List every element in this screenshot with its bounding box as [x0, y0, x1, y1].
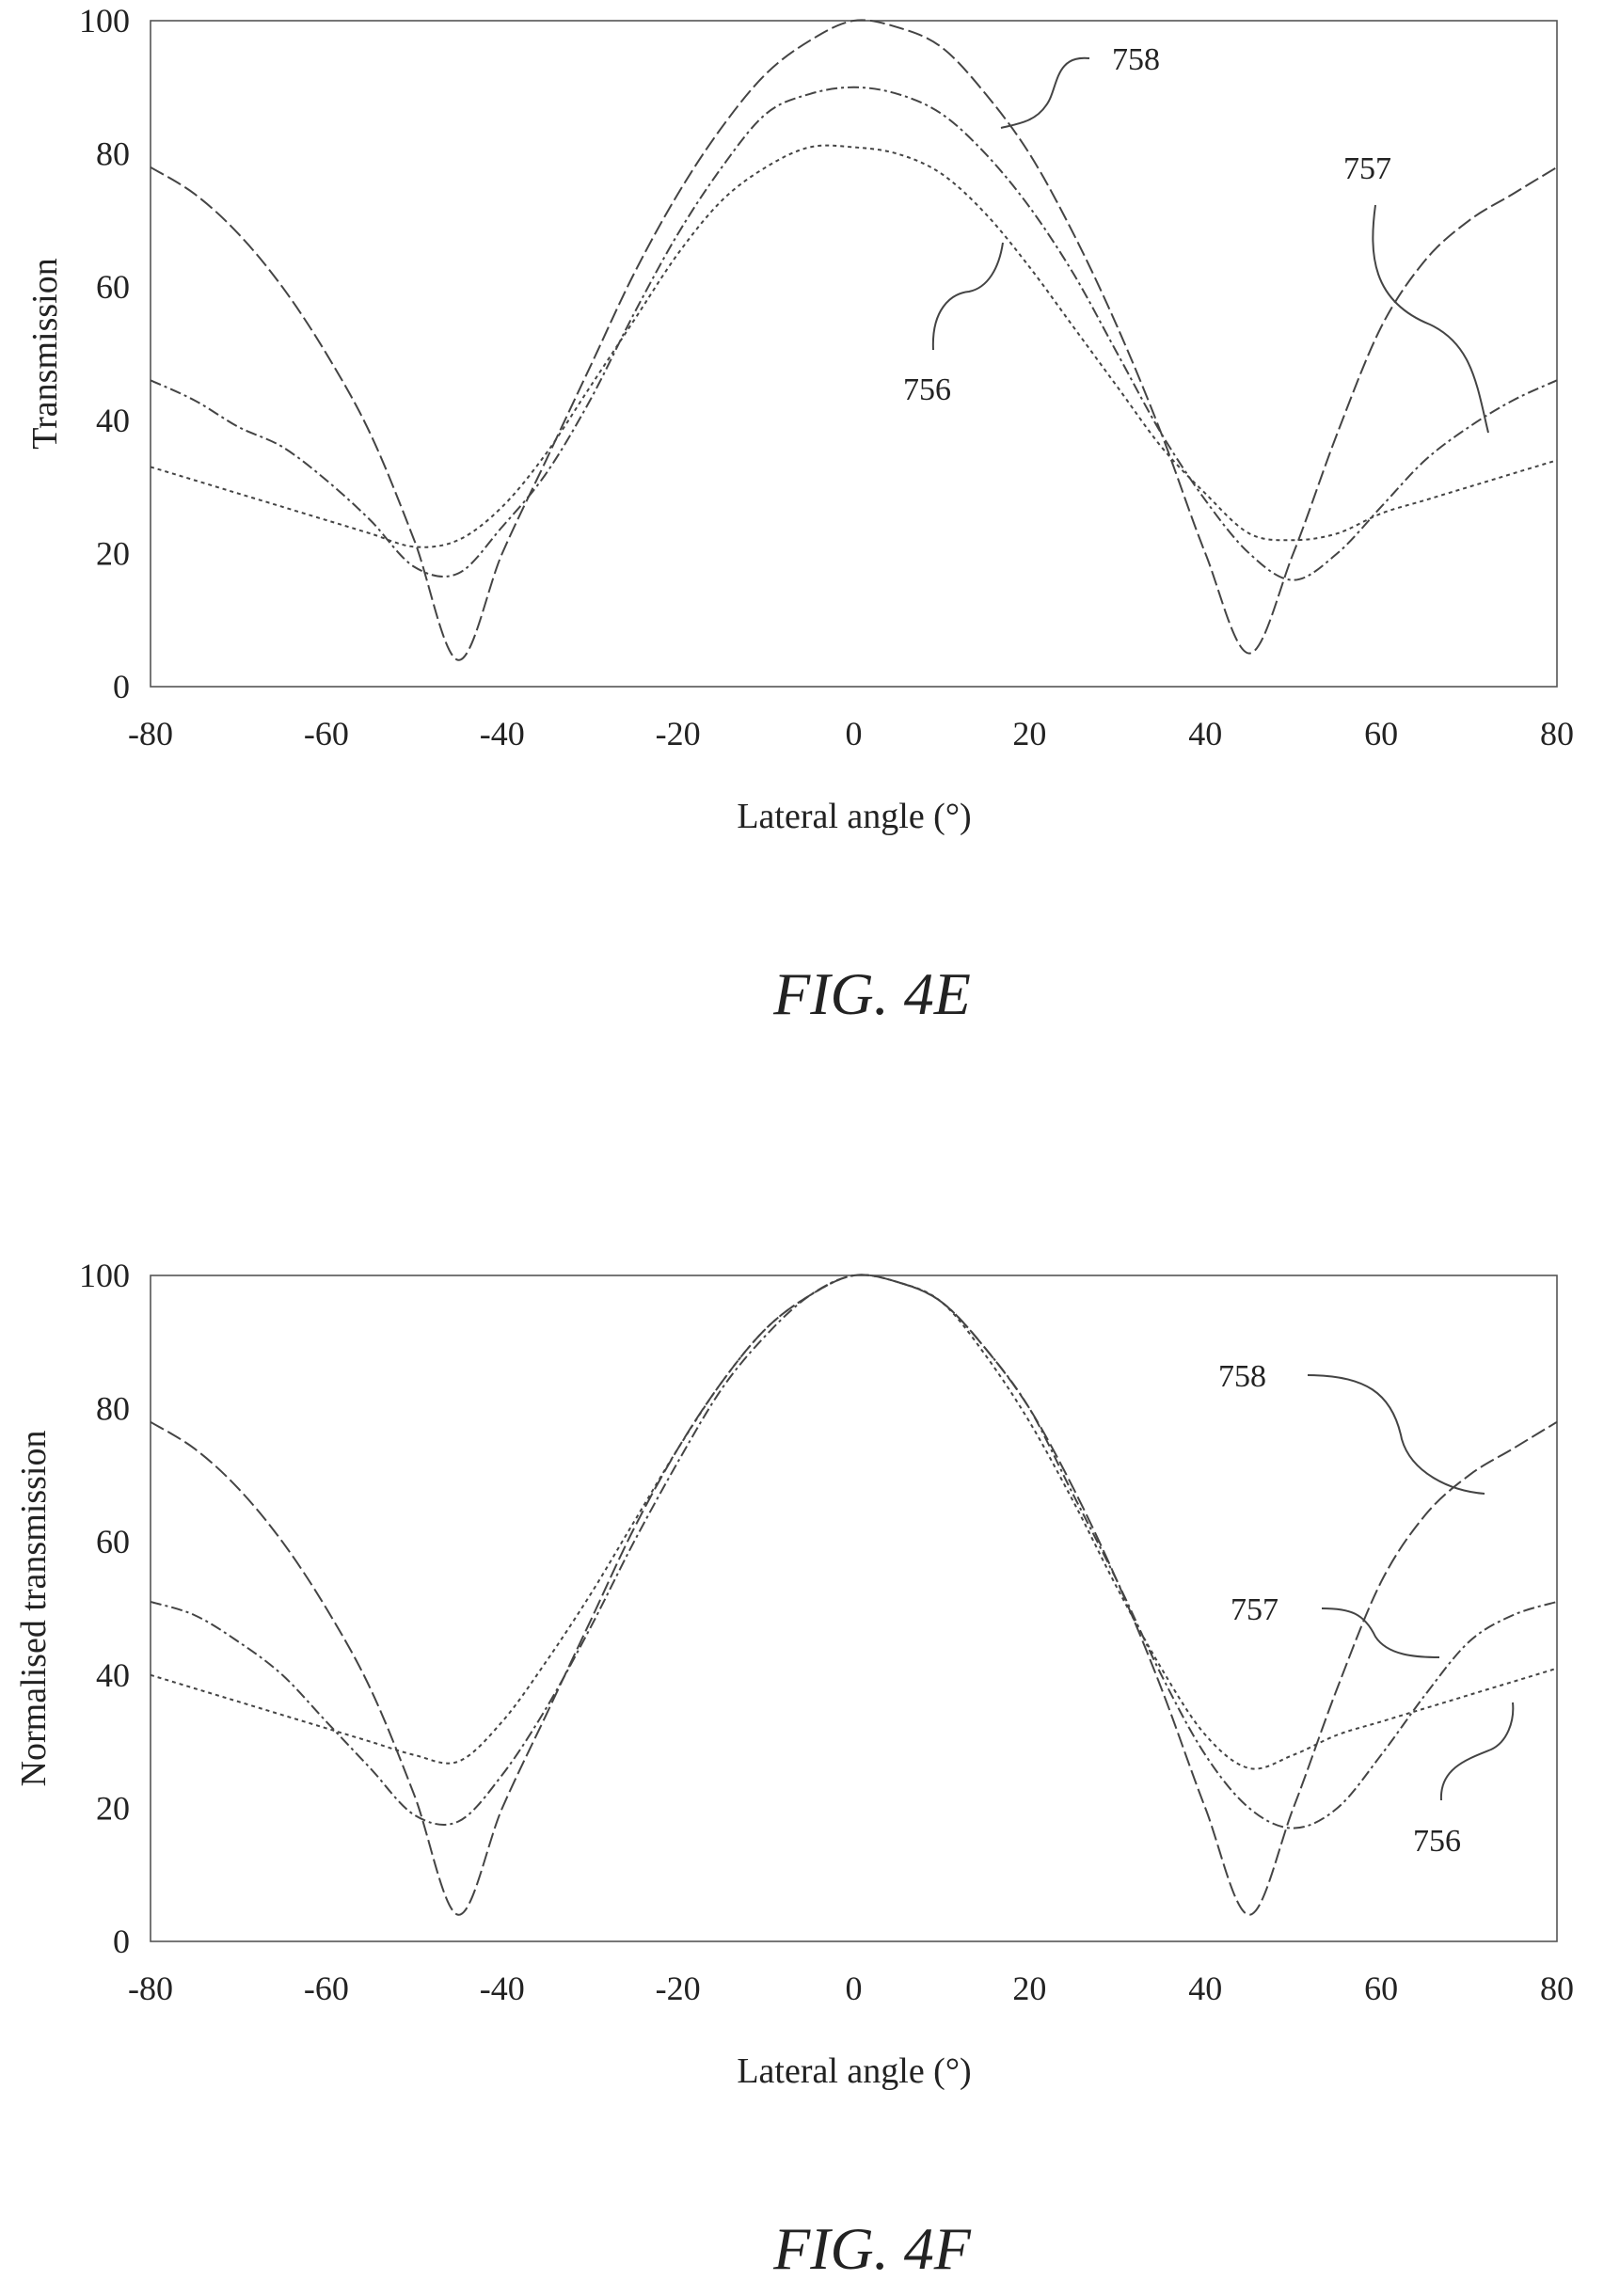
y-axis-label: Normalised transmission — [14, 1431, 54, 1787]
y-tick-label: 80 — [96, 135, 130, 173]
x-tick-label: 60 — [1364, 715, 1398, 752]
leader-line-758 — [1307, 1374, 1485, 1495]
chart-fig-4f: 0 20 40 60 80 100 -80 -60 -40 -20 0 20 40 60 80 Norma… — [14, 1257, 1574, 2282]
series-line-756 — [150, 144, 1558, 548]
y-tick-label: 0 — [113, 668, 130, 705]
series-line-756 — [150, 1274, 1558, 1770]
y-tick-label: 100 — [79, 2, 130, 40]
plot-frame — [150, 1275, 1558, 1942]
x-tick-label: 0 — [846, 715, 863, 752]
y-tick-label: 20 — [96, 534, 130, 572]
x-tick-label: 20 — [1012, 715, 1046, 752]
x-tick-label: 20 — [1012, 1970, 1046, 2007]
series-lines — [150, 1274, 1558, 1916]
y-tick-label: 60 — [96, 1523, 130, 1560]
leader-line-756 — [931, 242, 1004, 351]
x-tick-label: 60 — [1364, 1970, 1398, 2007]
y-tick-labels: 0 20 40 60 80 100 — [79, 1257, 130, 1960]
figure-caption: FIG. 4F — [772, 2215, 972, 2282]
leader-line-757 — [1372, 204, 1489, 434]
x-tick-label: -80 — [128, 1970, 173, 2007]
series-line-758 — [150, 19, 1558, 661]
leader-line-756 — [1439, 1702, 1515, 1801]
y-axis-label: Transmission — [25, 258, 65, 449]
series-line-757 — [150, 1274, 1558, 1829]
x-tick-labels: -80 -60 -40 -20 0 20 40 60 80 — [128, 1970, 1574, 2007]
annotation-757: 757 — [1343, 151, 1391, 186]
y-tick-label: 60 — [96, 268, 130, 306]
x-tick-label: 80 — [1540, 715, 1574, 752]
x-tick-label: -20 — [656, 1970, 701, 2007]
plot-frame — [150, 20, 1558, 688]
leader-line-758 — [1000, 56, 1090, 129]
annotation-757: 757 — [1231, 1592, 1278, 1627]
series-lines — [150, 19, 1558, 661]
leader-line-757 — [1321, 1607, 1440, 1658]
annotation-756: 756 — [1413, 1824, 1461, 1859]
y-tick-label: 40 — [96, 1656, 130, 1694]
x-tick-label: -20 — [656, 715, 701, 752]
x-tick-label: 40 — [1188, 715, 1222, 752]
x-tick-label: 80 — [1540, 1970, 1574, 2007]
y-tick-label: 100 — [79, 1257, 130, 1294]
annotation-758: 758 — [1218, 1359, 1266, 1394]
figure-caption: FIG. 4E — [772, 960, 971, 1027]
chart-fig-4e: 0 20 40 60 80 100 -80 -60 -40 -20 0 20 40 60 80 Trans… — [25, 2, 1574, 1027]
x-tick-label: -40 — [480, 1970, 525, 2007]
y-tick-label: 40 — [96, 402, 130, 439]
y-tick-label: 80 — [96, 1390, 130, 1428]
x-tick-label: 40 — [1188, 1970, 1222, 2007]
x-tick-labels: -80 -60 -40 -20 0 20 40 60 80 — [128, 715, 1574, 752]
series-line-758 — [150, 1274, 1558, 1916]
x-tick-label: -80 — [128, 715, 173, 752]
x-tick-label: 0 — [846, 1970, 863, 2007]
x-tick-label: -40 — [480, 715, 525, 752]
y-tick-label: 20 — [96, 1789, 130, 1827]
x-tick-label: -60 — [304, 715, 349, 752]
annotation-758: 758 — [1112, 42, 1160, 77]
x-tick-label: -60 — [304, 1970, 349, 2007]
y-tick-label: 0 — [113, 1923, 130, 1960]
x-axis-label: Lateral angle (°) — [737, 2051, 971, 2091]
x-axis-label: Lateral angle (°) — [737, 797, 971, 836]
annotation-756: 756 — [903, 372, 951, 407]
series-line-757 — [150, 86, 1558, 581]
y-tick-labels: 0 20 40 60 80 100 — [79, 2, 130, 705]
